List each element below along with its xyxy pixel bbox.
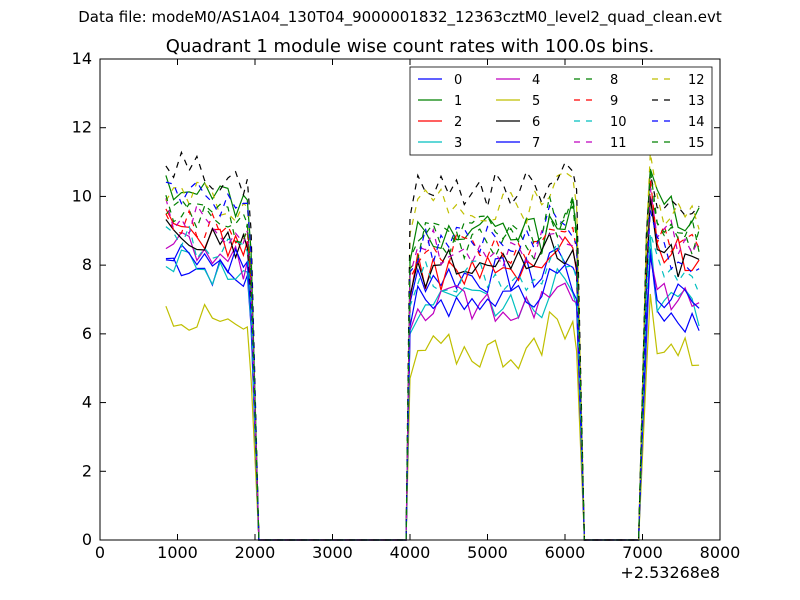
y-tick-label: 6 xyxy=(82,324,92,343)
legend-label-4: 4 xyxy=(532,73,540,88)
x-tick-label: 8000 xyxy=(700,543,741,562)
series-layer xyxy=(165,150,700,541)
legend-label-5: 5 xyxy=(532,94,540,109)
x-tick-label: 6000 xyxy=(545,543,586,562)
series-line-14 xyxy=(165,180,700,541)
ticks-layer: 0 1000 2000 3000 4000 5000 6000 7000 80000246810… xyxy=(72,49,741,562)
series-line-7 xyxy=(165,243,700,541)
legend-label-3: 3 xyxy=(454,136,462,151)
x-tick-label: 2000 xyxy=(235,543,276,562)
legend-label-8: 8 xyxy=(610,73,618,88)
y-tick-label: 10 xyxy=(72,186,92,205)
series-line-13 xyxy=(165,150,700,541)
legend-box xyxy=(409,66,713,156)
legend-label-11: 11 xyxy=(610,136,627,151)
legend-label-7: 7 xyxy=(532,136,540,151)
y-tick-label: 14 xyxy=(72,49,92,68)
chart-title: Quadrant 1 module wise count rates with … xyxy=(165,36,655,57)
legend-label-0: 0 xyxy=(454,73,462,88)
x-tick-label: 1000 xyxy=(157,543,198,562)
series-line-5 xyxy=(165,293,700,541)
y-tick-label: 0 xyxy=(82,530,92,549)
y-tick-label: 8 xyxy=(82,255,92,274)
x-tick-label: 4000 xyxy=(390,543,431,562)
legend-label-9: 9 xyxy=(610,94,618,109)
legend-label-6: 6 xyxy=(532,115,540,130)
legend-label-15: 15 xyxy=(688,136,705,151)
y-tick-label: 12 xyxy=(72,118,92,137)
legend-label-14: 14 xyxy=(688,115,705,130)
x-offset-label: +2.53268e8 xyxy=(620,563,720,582)
series-line-8 xyxy=(165,185,700,541)
y-tick-label: 2 xyxy=(82,461,92,480)
legend-label-1: 1 xyxy=(454,94,462,109)
legend-label-10: 10 xyxy=(610,115,627,130)
series-line-15 xyxy=(165,168,700,541)
legend-label-12: 12 xyxy=(688,73,705,88)
series-line-9 xyxy=(165,178,700,541)
series-line-11 xyxy=(165,187,700,541)
y-tick-label: 4 xyxy=(82,393,92,412)
x-tick-label: 3000 xyxy=(312,543,353,562)
x-tick-label: 7000 xyxy=(622,543,663,562)
series-line-6 xyxy=(165,197,700,541)
series-line-10 xyxy=(165,223,700,541)
x-tick-label: 0 xyxy=(95,543,105,562)
x-tick-label: 5000 xyxy=(467,543,508,562)
suptitle: Data file: modeM0/AS1A04_130T04_90000018… xyxy=(78,8,722,26)
legend-label-2: 2 xyxy=(454,115,462,130)
legend-label-13: 13 xyxy=(688,94,705,109)
